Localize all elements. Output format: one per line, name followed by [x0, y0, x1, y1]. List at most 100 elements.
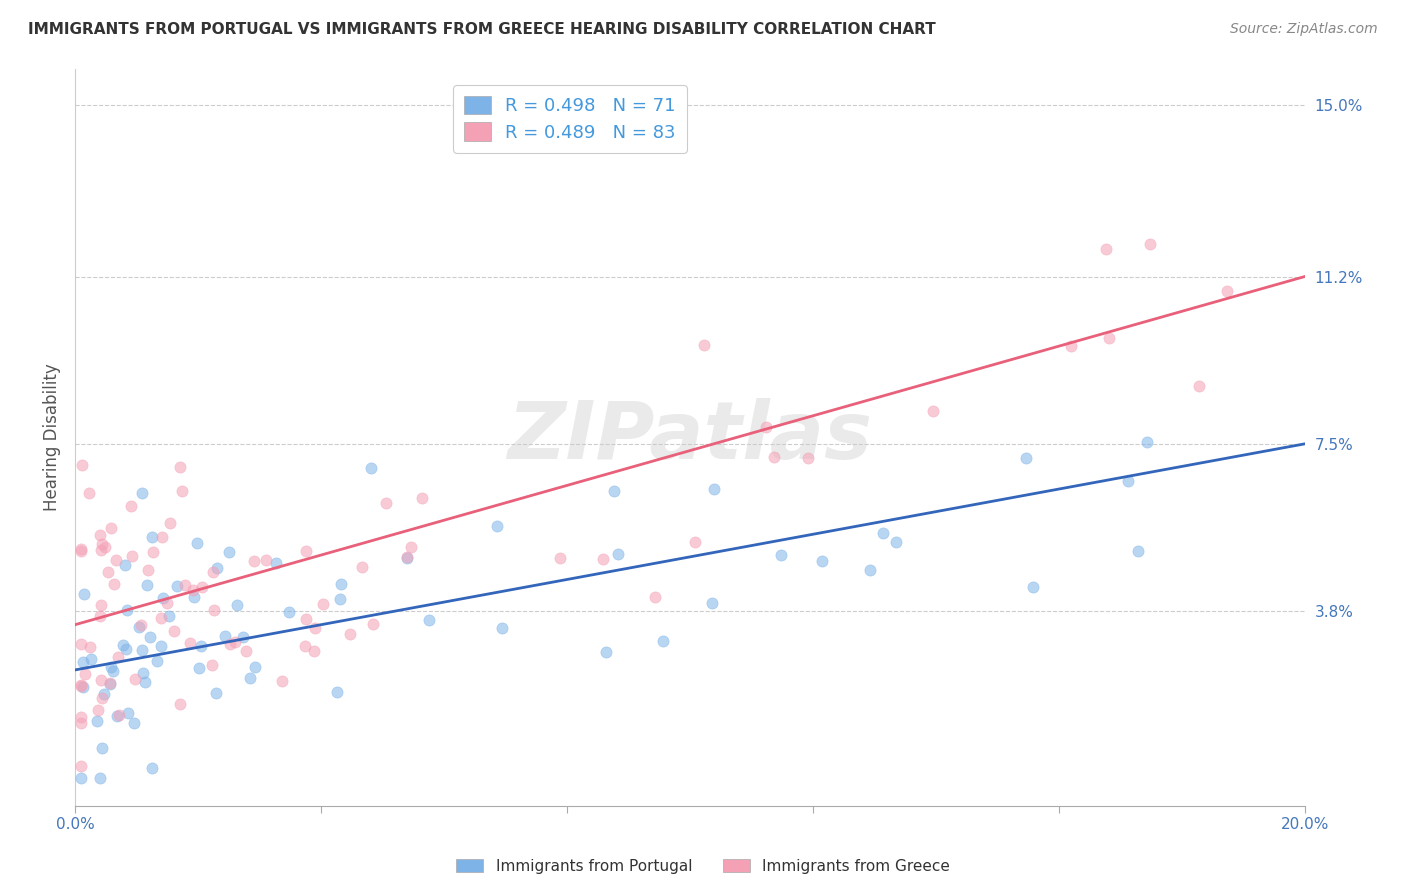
Point: [170, 483, 193, 498]
Point: [70, 772, 93, 786]
Point: [124, 672, 146, 686]
Point: [411, 491, 433, 505]
Point: [100, 676, 122, 690]
Point: [266, 556, 288, 570]
Point: [108, 708, 131, 723]
Point: [399, 540, 422, 554]
Point: [80, 652, 103, 666]
Point: [186, 535, 208, 549]
Point: [329, 591, 352, 606]
Point: [190, 639, 212, 653]
Point: [97, 565, 120, 579]
Point: [77, 486, 100, 500]
Point: [70, 715, 93, 730]
Point: [859, 563, 882, 577]
Point: [683, 535, 706, 549]
Point: [486, 519, 509, 533]
Point: [159, 516, 181, 530]
Point: [232, 630, 254, 644]
Point: [73, 667, 96, 681]
Text: ZIPatlas: ZIPatlas: [508, 398, 872, 476]
Point: [89, 772, 111, 786]
Point: [162, 624, 184, 638]
Point: [157, 609, 180, 624]
Point: [202, 602, 225, 616]
Point: [134, 675, 156, 690]
Point: [156, 595, 179, 609]
Point: [142, 545, 165, 559]
Point: [1139, 236, 1161, 251]
Point: [207, 561, 229, 575]
Point: [131, 485, 153, 500]
Point: [169, 459, 191, 474]
Point: [91, 690, 114, 705]
Point: [1126, 544, 1149, 558]
Point: [235, 644, 257, 658]
Point: [70, 541, 93, 556]
Point: [141, 761, 163, 775]
Point: [112, 638, 135, 652]
Point: [103, 576, 125, 591]
Point: [651, 633, 673, 648]
Text: Source: ZipAtlas.com: Source: ZipAtlas.com: [1230, 22, 1378, 37]
Point: [70, 637, 93, 651]
Point: [129, 618, 152, 632]
Point: [922, 404, 945, 418]
Point: [339, 627, 361, 641]
Point: [128, 620, 150, 634]
Point: [763, 450, 786, 465]
Point: [326, 685, 349, 699]
Point: [595, 645, 617, 659]
Point: [98, 677, 121, 691]
Point: [226, 598, 249, 612]
Point: [132, 665, 155, 680]
Point: [644, 590, 666, 604]
Point: [122, 716, 145, 731]
Point: [295, 544, 318, 558]
Point: [239, 671, 262, 685]
Point: [90, 673, 112, 688]
Text: IMMIGRANTS FROM PORTUGAL VS IMMIGRANTS FROM GREECE HEARING DISABILITY CORRELATIO: IMMIGRANTS FROM PORTUGAL VS IMMIGRANTS F…: [28, 22, 936, 37]
Point: [131, 643, 153, 657]
Point: [312, 597, 335, 611]
Point: [86, 703, 108, 717]
Point: [121, 549, 143, 563]
Point: [70, 544, 93, 558]
Point: [277, 605, 299, 619]
Point: [302, 644, 325, 658]
Point: [1095, 242, 1118, 256]
Legend: R = 0.498   N = 71, R = 0.489   N = 83: R = 0.498 N = 71, R = 0.489 N = 83: [453, 85, 686, 153]
Point: [136, 563, 159, 577]
Point: [114, 558, 136, 572]
Point: [104, 553, 127, 567]
Point: [602, 484, 624, 499]
Point: [201, 565, 224, 579]
Point: [352, 560, 374, 574]
Point: [1097, 331, 1119, 345]
Point: [188, 661, 211, 675]
Point: [73, 587, 96, 601]
Point: [183, 590, 205, 604]
Y-axis label: Hearing Disability: Hearing Disability: [44, 363, 60, 511]
Point: [89, 528, 111, 542]
Point: [89, 609, 111, 624]
Point: [361, 616, 384, 631]
Point: [872, 525, 894, 540]
Point: [1136, 434, 1159, 449]
Point: [70, 678, 93, 692]
Point: [115, 602, 138, 616]
Point: [150, 530, 173, 544]
Point: [90, 543, 112, 558]
Point: [702, 596, 724, 610]
Point: [70, 759, 93, 773]
Point: [94, 540, 117, 554]
Point: [693, 338, 716, 352]
Point: [418, 614, 440, 628]
Point: [169, 697, 191, 711]
Point: [218, 637, 240, 651]
Point: [115, 642, 138, 657]
Point: [149, 639, 172, 653]
Point: [491, 621, 513, 635]
Point: [295, 612, 318, 626]
Point: [86, 714, 108, 728]
